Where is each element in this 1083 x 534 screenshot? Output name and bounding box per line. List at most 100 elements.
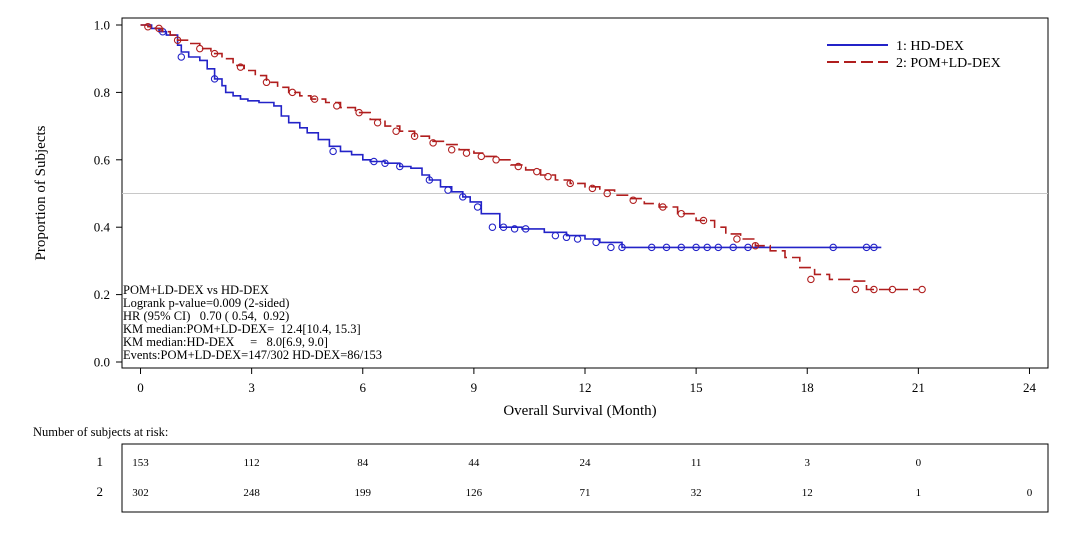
y-tick-label: 0.6 [94,152,111,167]
x-tick-label: 12 [579,380,592,395]
x-tick-label: 21 [912,380,925,395]
x-tick-label: 0 [137,380,144,395]
annotation-block: POM+LD-DEX vs HD-DEX Logrank p-value=0.0… [123,283,382,362]
censor-mark-2 [733,235,741,243]
censor-mark-2 [196,44,204,53]
censor-mark-1 [829,243,837,252]
risk-table: 1 153 112 84 44 24 11 3 02 302 248 199 126 71 32 12 1 0 [97,454,1033,499]
censor-mark-1 [381,159,389,167]
y-tick-label: 1.0 [94,18,110,33]
x-tick-label: 3 [248,380,255,395]
censor-mark-1 [329,147,337,156]
censor-mark-1 [677,243,686,252]
risk-cell: 126 [466,487,483,499]
risk-cell: 153 [132,457,149,469]
legend: 1: HD-DEX 2: POM+LD-DEX [827,39,1001,71]
censor-mark-2 [392,127,400,135]
censor-mark-1 [729,243,737,252]
annotation-km-median-pom: KM median:POM+LD-DEX= 12.4[10.4, 15.3] [123,322,361,336]
censor-mark-1 [499,223,508,231]
x-tick-label: 18 [801,380,814,395]
censor-mark-1 [488,223,497,231]
censor-mark-1 [459,193,467,201]
risk-cell: 248 [243,487,260,499]
censor-mark-2 [236,63,245,71]
legend-label-hd-dex: 1: HD-DEX [896,39,964,54]
censor-mark-2 [410,132,419,140]
censor-mark-2 [533,167,541,176]
risk-cell: 1 [916,487,922,499]
risk-table-title: Number of subjects at risk: [33,425,168,439]
censor-mark-1 [714,243,723,252]
x-axis-title: Overall Survival (Month) [503,403,656,419]
risk-row-label: 1 [97,454,104,469]
y-axis-title: Proportion of Subjects [33,125,49,260]
censor-mark-2 [566,179,574,188]
censor-mark-1 [618,243,626,252]
risk-cell: 71 [580,487,591,499]
censor-mark-2 [544,172,552,181]
y-tick-label: 0.2 [94,287,110,302]
censor-mark-1 [870,243,878,252]
risk-cell: 44 [468,457,480,469]
censor-mark-2 [851,285,860,294]
censor-mark-1 [692,243,700,252]
annotation-events: Events:POM+LD-DEX=147/302 HD-DEX=86/153 [123,348,382,362]
censor-mark-2 [807,275,815,284]
censor-mark-2 [492,156,500,164]
axes: 0 3 6 9 12 15 18 21 24 0.0 0.2 0.4 0.6 0.8 1.0 [94,18,1037,396]
series-line-1 [140,24,882,249]
censor-mark-1 [210,75,219,83]
series-layer [140,22,926,294]
censor-mark-2 [918,285,926,294]
risk-cell: 24 [580,457,592,469]
censor-mark-2 [262,78,271,87]
risk-cell: 0 [916,457,922,469]
censor-mark-2 [588,184,597,193]
annotation-logrank: Logrank p-value=0.009 (2-sided) [123,296,289,310]
censor-mark-1 [473,203,482,211]
risk-row-label: 2 [97,484,104,499]
censor-mark-2 [429,139,437,147]
censor-mark-2 [477,152,486,161]
censor-mark-2 [373,118,382,127]
censor-mark-2 [144,22,152,31]
x-tick-label: 15 [690,380,703,395]
series-line-2 [140,24,919,291]
annotation-comparison: POM+LD-DEX vs HD-DEX [123,283,269,297]
legend-label-pom-ld-dex: 2: POM+LD-DEX [896,56,1001,71]
censor-mark-2 [677,209,686,218]
censor-mark-2 [603,189,611,198]
y-tick-label: 0.0 [94,355,110,370]
censor-mark-1 [562,233,571,242]
censor-mark-1 [573,235,582,243]
censor-mark-1 [444,186,452,194]
risk-cell: 3 [804,457,810,469]
annotation-hazard-ratio: HR (95% CI) 0.70 ( 0.54, 0.92) [123,309,289,323]
risk-cell: 84 [357,457,369,469]
censor-mark-2 [888,285,897,294]
censor-mark-2 [155,24,163,33]
censor-mark-2 [288,88,297,97]
censor-mark-1 [370,157,378,166]
risk-cell: 0 [1027,487,1033,499]
censor-mark-1 [647,243,656,252]
censor-mark-1 [510,225,519,233]
censor-mark-1 [703,243,711,252]
censor-mark-1 [662,243,671,252]
censor-mark-2 [870,285,878,294]
censor-mark-2 [751,241,760,250]
y-tick-label: 0.8 [94,85,110,100]
annotation-km-median-hd: KM median:HD-DEX = 8.0[6.9, 9.0] [123,335,328,349]
censor-mark-2 [333,102,341,110]
censor-mark-1 [177,53,186,61]
censor-mark-1 [862,243,871,252]
risk-cell: 112 [244,457,260,469]
risk-cell: 302 [132,487,149,499]
censor-mark-2 [514,162,523,171]
censor-mark-2 [210,49,219,58]
censor-mark-1 [592,238,600,247]
risk-cell: 199 [355,487,372,499]
censor-mark-1 [744,243,752,252]
